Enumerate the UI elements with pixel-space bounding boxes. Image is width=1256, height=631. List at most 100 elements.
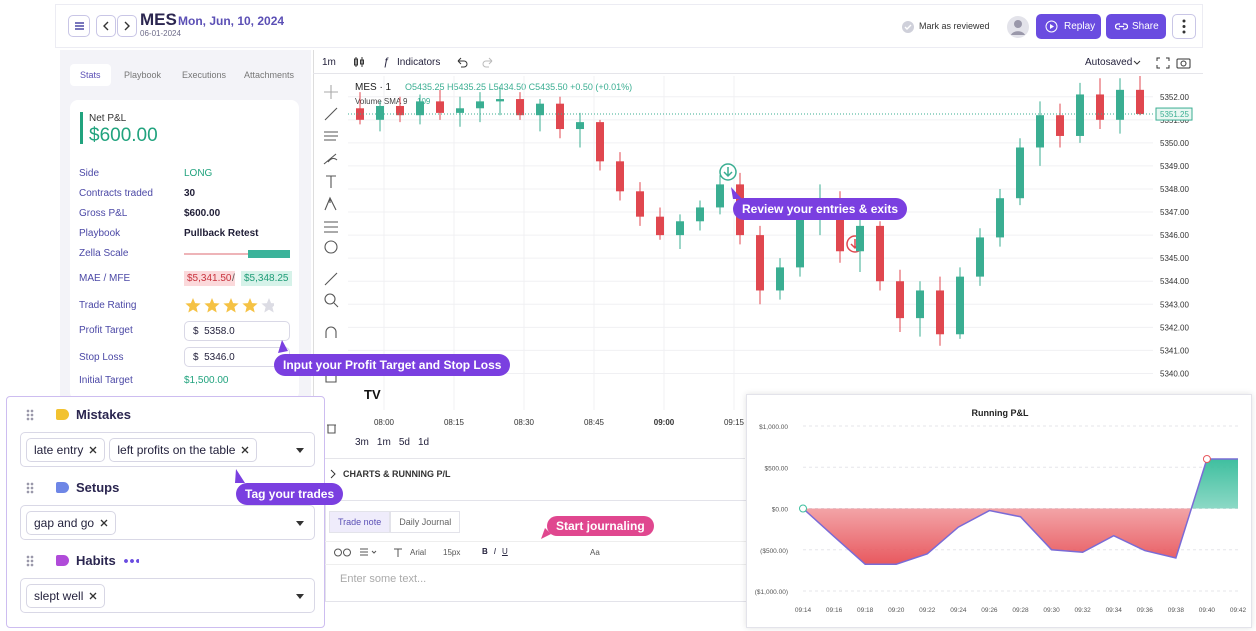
format-button[interactable]: U <box>502 547 508 556</box>
pnl-line <box>802 458 1238 565</box>
journal-tabs: Trade note Daily Journal <box>329 511 461 533</box>
price-tick-label: 5350.00 <box>1160 139 1189 148</box>
tag[interactable]: slept well <box>26 583 106 608</box>
forward-button[interactable] <box>117 15 137 37</box>
tag-remove[interactable] <box>100 519 108 527</box>
undo-redo[interactable] <box>455 56 495 68</box>
tag-label: late entry <box>34 442 84 457</box>
candle-body <box>1076 94 1084 136</box>
more-dots[interactable] <box>123 559 139 563</box>
toolbar-icons[interactable] <box>1133 57 1193 69</box>
replay-icon <box>1045 20 1058 33</box>
candle-body <box>636 191 644 217</box>
chart-toolbar <box>313 50 1203 74</box>
back-icon <box>103 21 109 31</box>
tag-remove[interactable] <box>89 592 97 600</box>
tag-select[interactable]: gap and go <box>20 505 315 540</box>
star <box>261 298 274 313</box>
tag-select[interactable]: late entry left profits on the table <box>20 432 315 467</box>
tv-logo: TV <box>364 387 381 402</box>
editor-placeholder[interactable]: Enter some text... <box>340 573 427 585</box>
side: LONG <box>184 168 213 179</box>
x-tick-label: 09:42 <box>1230 607 1247 614</box>
profit-label: Profit Target <box>79 325 133 336</box>
tag[interactable]: gap and go <box>26 510 117 535</box>
editor-icons[interactable] <box>334 547 404 558</box>
mfe: $5,348.25 <box>241 271 292 286</box>
range-button[interactable]: 3m <box>355 437 369 448</box>
x-tick-label: 09:32 <box>1075 607 1092 614</box>
playbook[interactable]: Pullback Retest <box>184 228 259 239</box>
format-button[interactable]: I <box>493 547 497 556</box>
font-select[interactable]: Arial <box>410 548 427 557</box>
candle-body <box>1116 89 1124 120</box>
autosaved[interactable]: Autosaved <box>1085 57 1133 68</box>
candle-body <box>716 184 724 208</box>
drawing-tools[interactable] <box>318 80 346 440</box>
tag-label: slept well <box>34 588 84 603</box>
stop-label: Stop Loss <box>79 352 124 363</box>
rating-stars[interactable] <box>184 296 274 314</box>
section-title[interactable]: CHARTS & RUNNING P/L <box>343 469 451 479</box>
y-tick-label: ($1,000.00) <box>755 589 788 596</box>
drag-handle[interactable] <box>26 482 34 494</box>
tag-icon <box>56 482 69 493</box>
interval[interactable]: 1m <box>322 57 336 68</box>
stats-tab[interactable]: Attachments <box>244 70 295 80</box>
format-button[interactable]: B <box>482 547 488 556</box>
pnl-chart: Running P&L $1,000.00 $500.00 $0.00 ($500.0… <box>755 408 1247 614</box>
profit-input[interactable]: $ 5358.0 <box>184 321 290 341</box>
x-tick-label: 09:24 <box>950 607 967 614</box>
drag-handle[interactable] <box>26 409 34 421</box>
x-tick-label: 09:20 <box>888 607 905 614</box>
candle-body <box>936 290 944 335</box>
journal-tab[interactable]: Daily Journal <box>390 511 461 533</box>
mark-reviewed[interactable]: Mark as reviewed <box>919 21 990 31</box>
ohlc-legend: O5435.25 H5435.25 L5434.50 C5435.50 +0.5… <box>405 82 633 92</box>
candle-body <box>836 198 844 252</box>
candle-body <box>456 108 464 113</box>
tag[interactable]: left profits on the table <box>109 437 258 462</box>
review-check[interactable] <box>901 20 915 34</box>
tag-remove[interactable] <box>241 446 249 454</box>
tag-select[interactable]: slept well <box>20 578 315 613</box>
tag-remove[interactable] <box>89 446 97 454</box>
y-tick-label: $0.00 <box>772 507 789 514</box>
range-button[interactable]: 5d <box>398 437 410 448</box>
menu-button[interactable] <box>68 15 90 37</box>
star <box>185 298 201 313</box>
journal-tab[interactable]: Trade note <box>329 511 391 533</box>
callout-pointer <box>541 528 551 539</box>
stats-tab[interactable]: Executions <box>182 70 227 80</box>
dropdown-caret <box>296 448 304 457</box>
tag[interactable]: late entry <box>26 437 106 462</box>
initial: $1,500.00 <box>184 375 229 386</box>
x-tick-label: 09:28 <box>1012 607 1029 614</box>
volume-legend: Volume SMA 9 <box>355 97 408 106</box>
range-button[interactable]: 1m <box>376 437 391 448</box>
currency: $ <box>193 352 199 363</box>
more-button[interactable] <box>1172 14 1196 39</box>
back-button[interactable] <box>96 15 116 37</box>
zella-scale <box>184 250 290 258</box>
replay-button[interactable]: Replay <box>1036 14 1101 39</box>
symbol-legend: MES · 1 <box>355 82 392 93</box>
indicators[interactable]: Indicators <box>397 57 441 68</box>
candle-body <box>1056 115 1064 136</box>
range-button[interactable]: 1d <box>417 437 430 448</box>
candle-body <box>1036 115 1044 148</box>
stop-input[interactable]: $ 5346.0 <box>184 347 290 367</box>
tags-panel: Mistakes late entry left profits on the ta… <box>6 396 325 628</box>
avatar[interactable] <box>1006 15 1030 39</box>
stats-tab[interactable]: Stats <box>70 64 111 86</box>
stats-tab[interactable]: Playbook <box>124 70 162 80</box>
candle-icon[interactable] <box>352 56 366 68</box>
candle-body <box>576 122 584 130</box>
expand-icon[interactable] <box>329 469 337 479</box>
case-button[interactable]: Aa <box>590 548 600 557</box>
drag-handle[interactable] <box>26 555 34 567</box>
size-select[interactable]: 15px <box>443 548 461 557</box>
rating-label: Trade Rating <box>79 300 137 311</box>
